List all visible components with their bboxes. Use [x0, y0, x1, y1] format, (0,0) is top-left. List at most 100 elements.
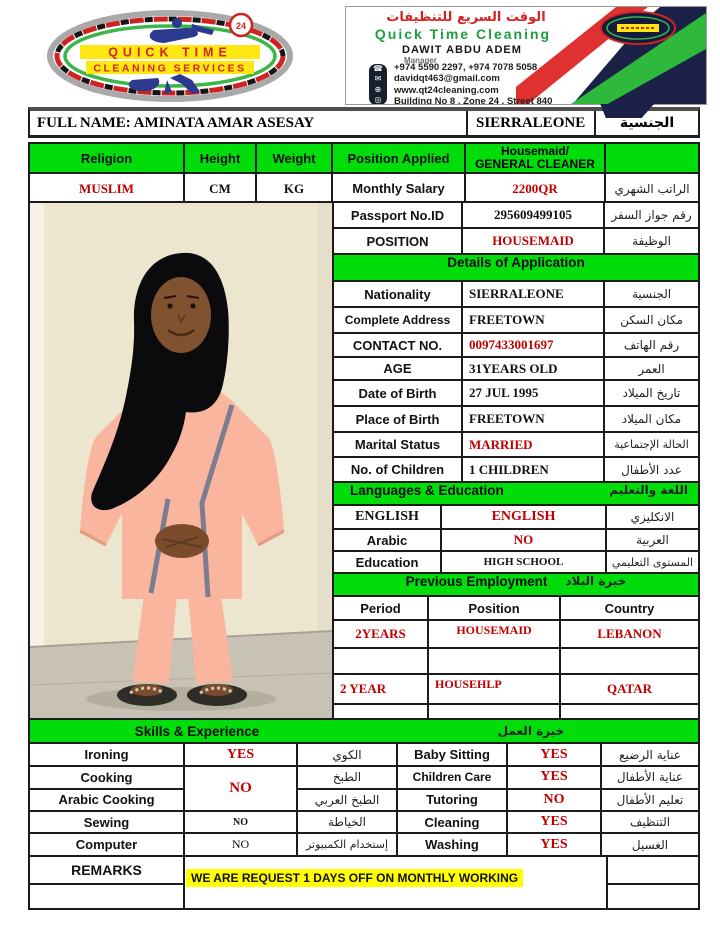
position-label: POSITION	[334, 229, 463, 253]
employment-1-period: 2YEARS	[334, 621, 429, 647]
sewing-arabic: الخياطة	[298, 812, 398, 832]
marital-value: MARRIED	[463, 433, 605, 456]
ironing-arabic: الكوي	[298, 744, 398, 765]
arabic-value: NO	[442, 530, 607, 550]
english-value: ENGLISH	[442, 506, 607, 528]
age-row: AGE 31YEARS OLD العمر	[334, 358, 698, 381]
languages-title: Languages & Education	[350, 483, 504, 498]
skills-row-sewing: Sewing NO الخياطة Cleaning YES التنظيف	[30, 812, 698, 834]
marital-arabic: الحالة الإجتماعية	[614, 438, 689, 451]
dob-row: Date of Birth 27 JUL 1995 تاريخ الميلاد	[334, 381, 698, 407]
nationality-value-cell: SIERRALEONE	[463, 282, 605, 306]
card-icon-rail: ☎ ✉ ⊕ ◎	[369, 64, 387, 104]
position-applied-value: Housemaid/ GENERAL CLEANER	[466, 144, 606, 172]
contact-label: CONTACT NO.	[334, 334, 463, 356]
arabic-cooking-label: Arabic Cooking	[58, 792, 155, 808]
pob-value: FREETOWN	[463, 407, 605, 431]
employment-title: Previous Employment	[405, 574, 548, 589]
children-row: No. of Children 1 CHILDREN عدد الأطفال	[334, 458, 698, 483]
employment-1-position: HOUSEMAID	[429, 621, 561, 647]
computer-arabic: إستخدام الكمبيوتر	[298, 834, 398, 855]
marital-row: Marital Status MARRIED الحالة الإجتماعية	[334, 433, 698, 458]
position-value-line2: GENERAL CLEANER	[475, 157, 595, 171]
passport-row: Passport No.ID 295609499105 رقم جواز الس…	[334, 203, 698, 229]
remarks-empty-left	[30, 885, 183, 908]
children-care-arabic: عناية الأطفال	[602, 767, 698, 790]
contact-arabic: رقم الهاتف	[623, 338, 680, 352]
employment-4-period	[334, 705, 429, 718]
weight-header: Weight	[257, 144, 333, 172]
english-arabic: الانكليزي	[630, 510, 675, 524]
business-card: الوقت السريع للتنظيفات Quick Time Cleani…	[345, 6, 707, 105]
monthly-salary-arabic: الراتب الشهري	[614, 181, 690, 196]
email-icon: ✉	[374, 74, 382, 84]
children-value: 1 CHILDREN	[463, 458, 605, 481]
logo-24h-badge: 24	[228, 12, 254, 38]
position-value-line1: Housemaid/	[500, 144, 569, 158]
card-address: Building No 8 , Zone 24 , Street 840	[394, 95, 553, 105]
card-email: davidqt463@gmail.com	[394, 73, 500, 85]
ironing-value: YES	[185, 744, 298, 765]
arabic-cooking-arabic: الطبخ العربي	[314, 792, 380, 807]
employment-2-period	[334, 649, 429, 673]
employment-2-country	[561, 649, 698, 673]
details-column: Passport No.ID 295609499105 رقم جواز الس…	[334, 203, 698, 718]
employment-row-2	[334, 649, 698, 675]
remarks-empty-right-bottom	[608, 885, 698, 908]
employment-3-position: HOUSEHLP	[429, 675, 561, 703]
age-arabic: العمر	[638, 361, 665, 376]
position-value: HOUSEMAID	[463, 229, 605, 253]
height-value: CM	[185, 174, 257, 203]
employment-4-position	[429, 705, 561, 718]
arabic-label: Arabic	[334, 530, 442, 550]
monthly-salary-value: 2200QR	[466, 174, 606, 203]
sewing-label: Sewing	[30, 812, 185, 832]
age-value: 31YEARS OLD	[463, 358, 605, 379]
company-logo: 24 QUICK TIME CLEANING SERVICES	[42, 8, 298, 105]
passport-value: 295609499105	[463, 203, 605, 227]
main-section: Passport No.ID 295609499105 رقم جواز الس…	[28, 201, 700, 720]
children-care-label: Children Care	[398, 767, 506, 790]
nationality-value: SIERRALEONE	[466, 111, 594, 135]
washing-label: Washing	[398, 834, 508, 855]
remarks-label: REMARKS	[30, 857, 183, 885]
position-header: Position	[429, 597, 561, 619]
children-care-value: YES	[508, 767, 600, 790]
tutoring-label: Tutoring	[426, 792, 478, 808]
card-title-english: Quick Time Cleaning	[374, 26, 552, 42]
details-of-application-bar: Details of Application	[334, 255, 698, 282]
english-label: ENGLISH	[334, 506, 442, 528]
employment-4-country	[561, 705, 698, 718]
remarks-value: WE ARE REQUEST 1 DAYS OFF ON MONTHLY WOR…	[186, 869, 524, 887]
nationality-arabic: الجنسية	[631, 287, 672, 301]
previous-employment-bar: Previous Employment خبرة البلاد	[334, 574, 698, 597]
phone-icon: ☎	[373, 64, 383, 74]
skills-row-ironing: Ironing YES الكوي Baby Sitting YES عناية…	[30, 744, 698, 767]
skills-title: Skills & Experience	[134, 723, 260, 739]
logo-figure-top	[149, 18, 214, 43]
employment-3-country: QATAR	[606, 681, 653, 696]
computer-value: NO	[185, 834, 298, 855]
washing-arabic: الغسيل	[631, 837, 669, 852]
cleaning-label: Cleaning	[398, 812, 508, 832]
period-header: Period	[334, 597, 429, 619]
position-applied-header: Position Applied	[333, 144, 466, 172]
employment-1-country: LEBANON	[597, 626, 662, 641]
cleaning-value: YES	[508, 812, 602, 832]
country-header: Country	[604, 600, 655, 616]
height-header: Height	[185, 144, 257, 172]
dob-label: Date of Birth	[334, 381, 463, 405]
age-label: AGE	[334, 358, 463, 379]
address-row: Complete Address FREETOWN مكان السكن	[334, 308, 698, 334]
education-arabic: المستوى التعليمي	[611, 555, 694, 569]
svg-text:24: 24	[236, 21, 246, 31]
remarks-row: REMARKS WE ARE REQUEST 1 DAYS OFF ON MON…	[30, 857, 698, 908]
empty-green-cell	[606, 144, 698, 172]
employment-row-4	[334, 705, 698, 718]
pob-label: Place of Birth	[334, 407, 463, 431]
monthly-salary-label: Monthly Salary	[333, 174, 466, 203]
address-arabic: مكان السكن	[620, 313, 683, 327]
religion-header: Religion	[30, 144, 185, 172]
arabic-arabic: العربية	[636, 533, 669, 547]
tutoring-value: NO	[543, 791, 565, 807]
